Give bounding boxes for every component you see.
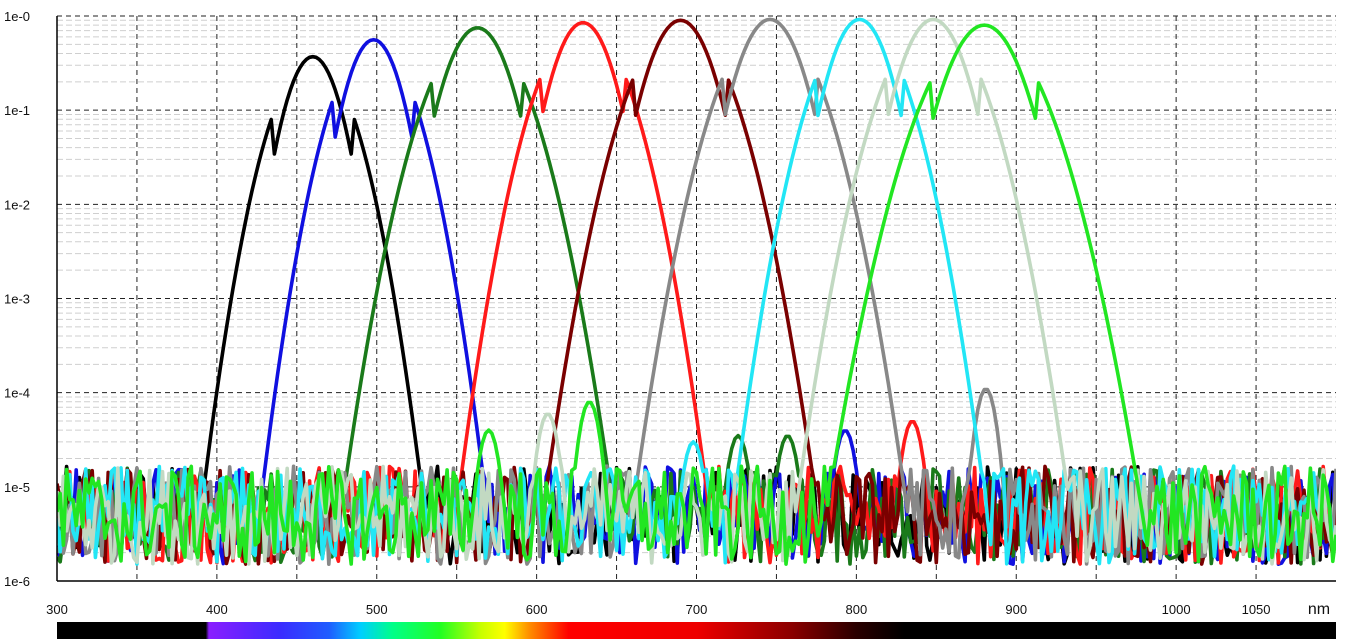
series-line-6 bbox=[57, 17, 1336, 566]
series-line-9 bbox=[57, 23, 1336, 566]
y-tick-label: 1e-5 bbox=[4, 480, 30, 495]
wavelength-spectrum-bar bbox=[57, 622, 1336, 639]
y-tick-label: 1e-4 bbox=[4, 386, 30, 401]
x-tick-label: 1050 bbox=[1242, 602, 1271, 617]
x-tick-label: 500 bbox=[366, 602, 388, 617]
tick-labels: 1e-6 1e-5 1e-4 1e-3 1e-2 1e-1 1e-0 300 400 500 600… bbox=[4, 9, 1330, 618]
x-tick-label: 700 bbox=[686, 602, 708, 617]
y-tick-label: 1e-1 bbox=[4, 103, 30, 118]
axes bbox=[56, 16, 1336, 582]
x-unit-label: nm bbox=[1308, 601, 1330, 618]
x-tick-label: 300 bbox=[46, 602, 68, 617]
x-tick-label: 800 bbox=[846, 602, 868, 617]
x-tick-label: 600 bbox=[526, 602, 548, 617]
x-tick-label: 400 bbox=[206, 602, 228, 617]
y-tick-label: 1e-3 bbox=[4, 292, 30, 307]
y-tick-label: 1e-6 bbox=[4, 574, 30, 589]
y-tick-label: 1e-2 bbox=[4, 197, 30, 212]
y-tick-label: 1e-0 bbox=[4, 9, 30, 24]
x-tick-label: 1000 bbox=[1162, 602, 1191, 617]
x-tick-label: 900 bbox=[1005, 602, 1027, 617]
series-layer bbox=[57, 17, 1336, 566]
